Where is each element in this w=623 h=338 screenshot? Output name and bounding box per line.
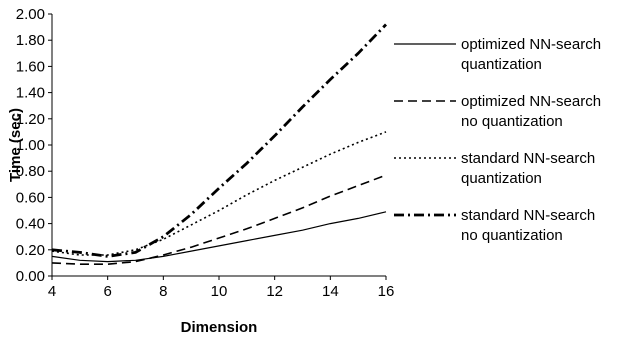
y-tick-label: 0.20: [16, 242, 45, 259]
x-tick-label: 12: [266, 283, 283, 300]
legend-label-1-line-2: quantization: [461, 56, 542, 73]
y-tick-label: 1.60: [16, 58, 45, 75]
legend-label-4-line-1: standard NN-search: [461, 207, 595, 224]
x-tick-label: 10: [211, 283, 228, 300]
x-axis-ticks: 4 6 8 10 12 14 16: [48, 276, 395, 300]
y-tick-label: 2.00: [16, 6, 45, 23]
x-tick-label: 16: [378, 283, 395, 300]
legend-label-2-line-2: no quantization: [461, 113, 563, 130]
plot-area: 0.00 0.20 0.40 0.60 0.80 1.00 1.20 1.40 1.60 1.80…: [16, 6, 395, 300]
legend-label-1-line-1: optimized NN-search: [461, 36, 601, 53]
y-tick-label: 1.00: [16, 137, 45, 154]
legend-label-3-line-1: standard NN-search: [461, 150, 595, 167]
y-axis-ticks: 0.00 0.20 0.40 0.60 0.80 1.00 1.20 1.40 1.60 1.80…: [16, 6, 52, 285]
y-tick-label: 0.40: [16, 216, 45, 233]
series-line-1: [51, 211, 387, 263]
y-tick-label: 0.60: [16, 189, 45, 206]
x-tick-label: 4: [48, 283, 56, 300]
legend: optimized NN-search quantization optimized…: [394, 36, 601, 244]
legend-label-2-line-1: optimized NN-search: [461, 93, 601, 110]
x-axis-title: Dimension: [181, 319, 258, 336]
series-line-4: [51, 23, 388, 258]
legend-label-4-line-2: no quantization: [461, 227, 563, 244]
series-lines: [51, 23, 388, 266]
x-tick-label: 8: [159, 283, 167, 300]
y-tick-label: 1.80: [16, 32, 45, 49]
x-tick-label: 6: [103, 283, 111, 300]
y-tick-label: 1.20: [16, 111, 45, 128]
y-tick-label: 1.40: [16, 85, 45, 102]
y-tick-label: 0.80: [16, 163, 45, 180]
legend-label-3-line-2: quantization: [461, 170, 542, 187]
y-axis-title: Time (sec): [7, 108, 24, 182]
y-tick-label: 0.00: [16, 268, 45, 285]
series-line-2: [51, 174, 387, 266]
x-tick-label: 14: [322, 283, 339, 300]
